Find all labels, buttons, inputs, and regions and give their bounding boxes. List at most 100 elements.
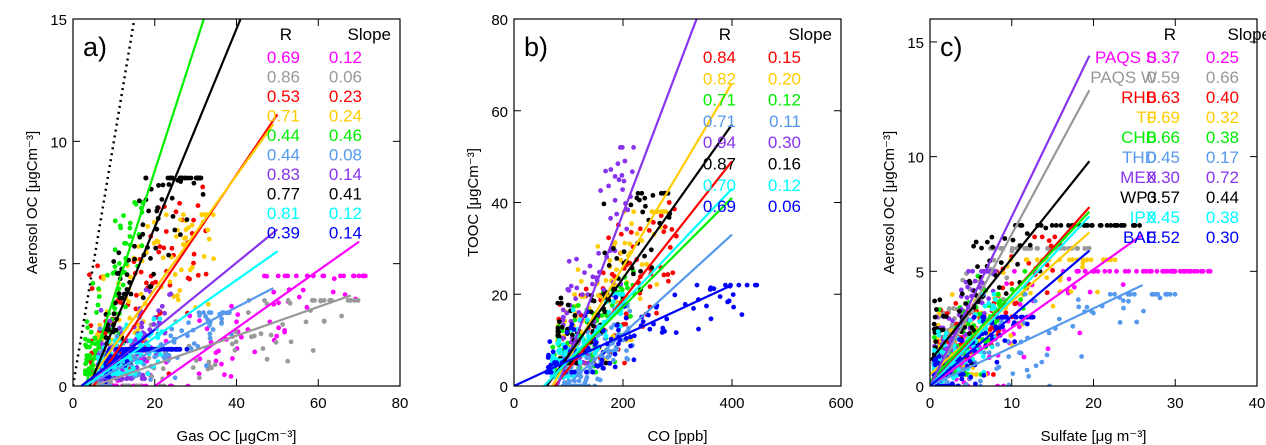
x-tick-label: 0 (926, 395, 934, 412)
data-point (968, 374, 974, 380)
y-tick-label: 10 (907, 150, 924, 167)
panel-3: 0 10 20 30 40 0 5 10 15 Sulfate [μg m⁻³] Aerosol O… (881, 18, 1266, 445)
slope-value: 0.12 (329, 48, 362, 67)
r-value: 0.52 (1147, 228, 1180, 247)
data-point (979, 268, 984, 274)
x-tick-label: 60 (310, 395, 327, 412)
data-point (590, 369, 596, 375)
data-point (1167, 291, 1173, 297)
data-point (559, 300, 564, 306)
data-point (157, 244, 163, 250)
data-point (931, 335, 937, 340)
data-point (165, 175, 171, 181)
data-point (128, 376, 134, 382)
data-point (1084, 304, 1090, 310)
data-point (640, 319, 646, 325)
data-point (574, 256, 579, 262)
data-point (639, 238, 645, 244)
data-point (112, 218, 118, 224)
data-point (560, 328, 565, 334)
data-point (83, 342, 88, 348)
data-point (97, 322, 103, 328)
data-point (612, 364, 618, 370)
slope-value: 0.38 (1206, 208, 1239, 227)
data-point (111, 259, 117, 264)
data-point (160, 255, 166, 261)
data-point (169, 346, 175, 352)
data-point (260, 346, 266, 351)
data-point (94, 310, 99, 315)
fit-line (930, 215, 1091, 386)
data-point (178, 217, 183, 223)
data-point (1026, 373, 1032, 379)
data-point (213, 358, 219, 364)
data-point (612, 197, 618, 203)
data-point (175, 297, 181, 303)
data-point (184, 217, 190, 223)
data-point (258, 331, 264, 337)
data-point (998, 260, 1004, 265)
data-point (1016, 324, 1022, 330)
data-point (628, 229, 634, 235)
data-point (148, 256, 153, 261)
table-header-r: R (1164, 25, 1176, 44)
fit-line (84, 123, 275, 386)
y-axis-label: TOOC [μgCm⁻³] (465, 148, 482, 257)
data-point (943, 331, 949, 336)
data-point (181, 212, 186, 218)
data-point (963, 382, 969, 386)
data-point (643, 203, 648, 209)
data-point (1087, 289, 1093, 295)
data-point (959, 338, 964, 344)
data-point (618, 145, 623, 150)
series-name: PAQS W (1090, 68, 1157, 87)
data-point (1021, 354, 1027, 360)
data-point (608, 167, 614, 172)
data-point (965, 284, 970, 290)
data-point (1008, 333, 1014, 338)
data-point (142, 357, 148, 363)
data-point (1137, 223, 1142, 228)
slope-value: 0.14 (329, 224, 362, 243)
r-value: 0.82 (703, 69, 736, 88)
data-point (973, 381, 978, 386)
data-point (184, 346, 190, 352)
data-point (627, 308, 633, 314)
data-point (995, 291, 1001, 297)
data-point (563, 345, 568, 350)
x-axis-label: CO [ppb] (647, 428, 707, 445)
data-point (981, 350, 987, 356)
x-tick-label: 10 (1003, 395, 1020, 412)
data-point (187, 276, 193, 282)
data-point (1003, 291, 1009, 296)
data-point (1028, 290, 1033, 296)
data-point (591, 298, 597, 304)
data-point (202, 212, 208, 218)
data-point (991, 372, 996, 377)
data-point (621, 178, 627, 184)
fit-line (545, 123, 733, 386)
data-point (667, 245, 673, 250)
data-point (169, 326, 175, 332)
fit-line (514, 284, 733, 386)
data-point (1160, 268, 1165, 274)
data-point (1049, 223, 1055, 228)
data-point (642, 195, 648, 201)
data-point (190, 264, 195, 270)
data-point (601, 287, 607, 293)
data-point (1163, 291, 1168, 297)
data-point (105, 272, 110, 278)
series-name: TF (1136, 108, 1157, 127)
data-point (148, 284, 154, 289)
data-point (161, 245, 167, 251)
data-point (1033, 363, 1039, 369)
r-value: 0.83 (267, 165, 300, 184)
data-point (304, 304, 310, 310)
data-point (95, 302, 101, 308)
data-point (605, 354, 611, 360)
data-point (134, 292, 139, 298)
panel-1: 0 20 40 60 80 0 5 10 15 Gas OC [μgCm⁻³] Aerosol OC… (24, 12, 408, 445)
data-point (1077, 330, 1083, 336)
data-point (1044, 290, 1050, 296)
data-point (230, 356, 235, 361)
